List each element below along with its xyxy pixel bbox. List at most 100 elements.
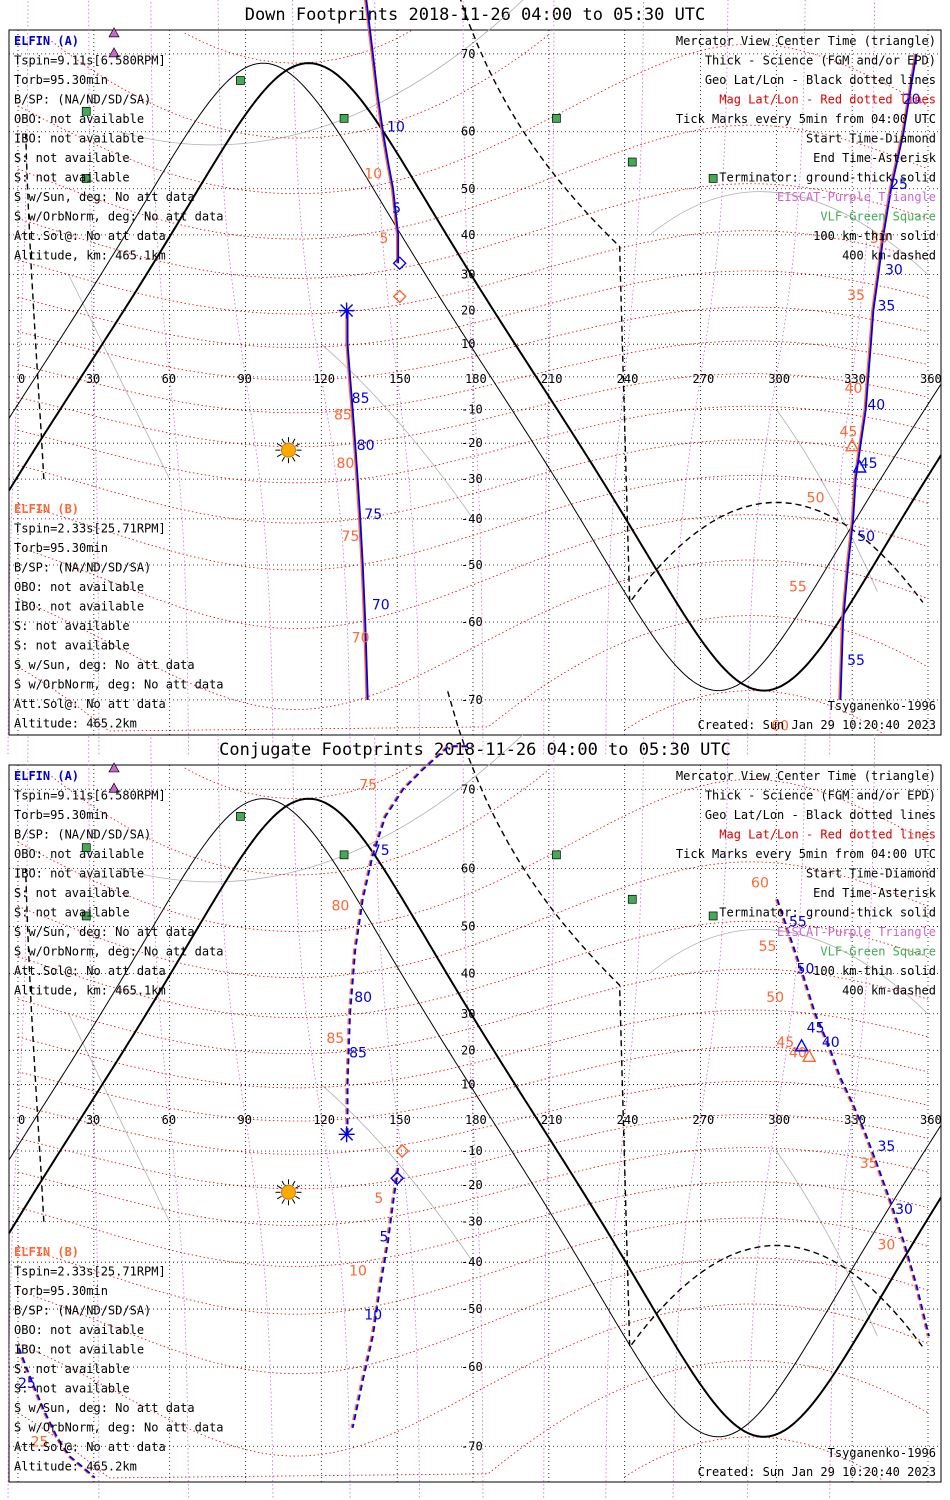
track-3-b — [838, 53, 917, 700]
lon-label: 180 — [465, 372, 487, 386]
lat-label: -20 — [461, 436, 483, 450]
elfin-a-label: ELFIN (A) — [14, 34, 79, 48]
elfin-a-info-line: B/SP: (NA/ND/SD/SA) — [14, 93, 151, 107]
tick-label-b: 40 — [845, 381, 863, 397]
vlf-square — [339, 113, 349, 123]
track-1-b — [364, 0, 399, 264]
legend-line: Mag Lat/Lon - Red dotted lines — [719, 828, 936, 842]
sun-ray — [295, 443, 300, 447]
tick-label-a: 55 — [847, 653, 865, 669]
vlf-square — [552, 113, 561, 123]
vlf-square — [236, 812, 245, 821]
terminator-400km-west — [24, 131, 45, 480]
lon-label: 270 — [693, 1113, 715, 1127]
lon-label: 30 — [86, 372, 100, 386]
tick-label-a: 5 — [392, 201, 401, 217]
lon-label: 180 — [465, 1113, 487, 1127]
elfin-a-info-line: Altitude, km: 465.1km — [14, 984, 166, 998]
lat-label: -60 — [461, 1360, 483, 1374]
mag-lat-line — [17, 968, 929, 1055]
terminator-100km — [8, 62, 942, 692]
sun-ray — [295, 1185, 300, 1189]
lon-label: 300 — [768, 372, 790, 386]
elfin-b-info-line: Altitude: 465.2km — [14, 1460, 137, 1474]
tick-label-a: 50 — [797, 961, 815, 977]
lon-label: 150 — [389, 1113, 411, 1127]
tick-label-b: 45 — [840, 424, 858, 440]
lat-label: -30 — [461, 472, 483, 486]
mag-lat-line — [17, 1114, 929, 1190]
legend-line: 400 km-dashed — [842, 249, 936, 263]
sun-ray — [295, 453, 300, 458]
center-time-triangle — [852, 459, 867, 473]
lon-label: 90 — [238, 372, 252, 386]
track-2-b — [345, 310, 369, 700]
mag-lat-line — [624, 690, 883, 734]
mag-lat-line — [17, 1147, 929, 1226]
lon-label: 300 — [768, 1113, 790, 1127]
legend-line: Thick - Science (FGM and/or EPD) — [705, 789, 936, 803]
start-diamond — [392, 289, 407, 304]
elfin-a-info-line: S w/Sun, deg: No att data — [14, 190, 195, 204]
lat-label: -20 — [461, 1178, 483, 1192]
elfin-b-info-line: OBO: not available — [14, 580, 144, 594]
legend-line: End Time-Asterisk — [813, 151, 937, 165]
sun-ray — [276, 453, 282, 458]
coastline-segment — [649, 191, 929, 275]
tick-label-a: 55 — [789, 914, 807, 930]
lon-label: 90 — [238, 1113, 252, 1127]
tick-label-a: 10 — [387, 120, 405, 136]
legend-line: Mercator View Center Time (triangle) — [676, 34, 936, 48]
mag-lon-line — [7, 733, 29, 1500]
track-3-a — [839, 53, 918, 700]
elfin-b-info-line: Tspin=2.33s[25.71RPM] — [14, 1265, 166, 1279]
sun-ray — [281, 438, 285, 444]
vlf-square — [236, 76, 245, 85]
lat-label: 60 — [461, 125, 475, 139]
elfin-b-info-line: S: not available — [14, 638, 130, 652]
lat-label: -70 — [461, 1439, 483, 1453]
tick-label-a: 25 — [18, 1376, 36, 1392]
legend-line: 400 km-dashed — [842, 984, 936, 998]
lon-label: 210 — [541, 372, 563, 386]
vlf-square — [552, 850, 561, 860]
legend-line: End Time-Asterisk — [813, 886, 937, 900]
tick-label-b: 75 — [342, 529, 360, 545]
track-2-a — [351, 1167, 400, 1428]
sun-ray — [292, 438, 296, 444]
tick-label-a: 75 — [372, 843, 390, 859]
lon-label: 30 — [86, 1113, 100, 1127]
eiscat-triangle — [108, 762, 120, 773]
mag-lat-line — [17, 615, 929, 732]
elfin-a-info-line: Att.Sol@: No att data — [14, 964, 166, 978]
mag-lon-line — [374, 0, 420, 755]
sun-ray — [281, 1198, 285, 1204]
lon-label: 240 — [617, 372, 639, 386]
tick-label-a: 70 — [372, 597, 390, 613]
sun-icon — [275, 437, 302, 464]
model-name: Tsyganenko-1996 — [828, 1446, 936, 1460]
elfin-b-info-line: B/SP: (NA/ND/SD/SA) — [14, 1304, 151, 1318]
legend-line: Start Time-Diamond — [806, 867, 936, 881]
tick-label-b: 55 — [789, 580, 807, 596]
tick-label-b: 5 — [374, 1191, 383, 1207]
elfin-a-info-line: IBO: not available — [14, 867, 144, 881]
tick-label-b: 50 — [766, 990, 784, 1006]
elfin-a-label: ELFIN (A) — [14, 769, 79, 783]
coastline-segment — [649, 928, 929, 1015]
tick-label-a: 5 — [379, 1229, 388, 1245]
track-3-a — [776, 899, 930, 1337]
elfin-a-info-line: S w/OrbNorm, deg: No att data — [14, 210, 224, 224]
elfin-b-info-line: IBO: not available — [14, 1343, 144, 1357]
vlf-square — [708, 174, 718, 183]
sun-ray — [276, 1185, 282, 1189]
sun-ray — [292, 456, 296, 462]
vlf-square — [81, 911, 91, 921]
elfin-b-info-line: S: not available — [14, 1362, 130, 1376]
mag-lon-line — [462, 733, 484, 1500]
asterisk-stroke — [340, 1127, 354, 1141]
tick-label-b: 80 — [337, 456, 355, 472]
legend-line: 100 km-thin solid — [813, 964, 936, 978]
terminator-400km — [459, 0, 924, 605]
lon-label: 60 — [162, 1113, 176, 1127]
